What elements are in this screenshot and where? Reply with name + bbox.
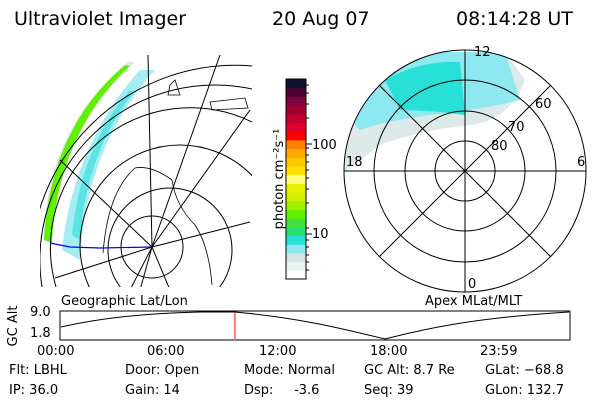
colorbar-segment — [286, 244, 306, 254]
glat-label: GLat: −68.8 — [485, 363, 564, 378]
lat-label-80: 80 — [491, 139, 508, 154]
colorbar — [286, 79, 306, 280]
colorbar-segment — [286, 174, 306, 184]
timeline-y-label: GC Alt — [6, 305, 21, 347]
colorbar-segment — [286, 235, 306, 245]
date-label: 20 Aug 07 — [272, 8, 370, 30]
seq-label: Seq: 39 — [364, 383, 414, 398]
mlt-label-12: 12 — [474, 45, 491, 60]
colorbar-segment — [286, 79, 306, 89]
colorbar-segment — [286, 200, 306, 210]
colorbar-segment — [286, 218, 306, 228]
aurora-haze — [44, 62, 135, 240]
colorbar-segment — [286, 139, 306, 150]
gc-altitude-curve — [60, 311, 570, 340]
apex-polar-plot — [343, 49, 587, 293]
colorbar-segment — [286, 148, 306, 158]
colorbar-segment — [286, 165, 306, 176]
australia-nz-coastline — [167, 79, 249, 111]
colorbar-segment — [286, 252, 306, 263]
colorbar-segment — [286, 96, 306, 106]
glon-label: GLon: 132.7 — [485, 383, 565, 398]
x-tick-18: 18:00 — [370, 344, 408, 359]
y-tick-1.8: 1.8 — [30, 326, 51, 341]
colorbar-segment — [286, 226, 306, 237]
terminator-line — [49, 242, 153, 249]
right-map-label: Apex MLat/MLT — [425, 294, 523, 309]
ip-label: IP: 36.0 — [9, 383, 59, 398]
colorbar-segment — [286, 157, 306, 167]
colorbar-segment — [286, 209, 306, 219]
colorbar-segment — [286, 192, 306, 202]
colorbar-segment — [286, 183, 306, 193]
x-tick-12: 12:00 — [259, 344, 297, 359]
x-tick-0: 00:00 — [37, 344, 75, 359]
lat-label-60: 60 — [535, 97, 552, 112]
colorbar-segment — [286, 261, 306, 271]
colorbar-tick-100: 100 — [312, 138, 337, 153]
filter-label: Flt: LBHL — [9, 363, 67, 378]
colorbar-segment — [286, 122, 306, 132]
mode-label: Mode: Normal — [244, 363, 335, 378]
instrument-title: Ultraviolet Imager — [14, 8, 187, 30]
colorbar-segment — [286, 270, 306, 280]
colorbar-segment — [286, 131, 306, 141]
colorbar-tick-10: 10 — [312, 227, 329, 242]
gain-label: Gain: 14 — [125, 383, 180, 398]
y-tick-9: 9.0 — [30, 305, 51, 320]
left-map-label: Geographic Lat/Lon — [61, 294, 188, 309]
mlt-label-0: 0 — [468, 277, 477, 292]
colorbar-segment — [286, 113, 306, 123]
time-label: 08:14:28 UT — [456, 8, 573, 30]
lat-label-70: 70 — [508, 120, 525, 135]
colorbar-segment — [286, 105, 306, 115]
timeline-plot — [59, 310, 571, 341]
mlt-label-18: 18 — [346, 155, 363, 170]
gc-alt-label: GC Alt: 8.7 Re — [364, 363, 455, 378]
x-tick-6: 06:00 — [147, 344, 185, 359]
door-label: Door: Open — [125, 363, 200, 378]
x-tick-end: 23:59 — [480, 344, 518, 359]
antarctica-coastline — [102, 167, 213, 286]
colorbar-segment — [286, 87, 306, 97]
aurora-mid — [385, 61, 465, 115]
dsp-label: Dsp: -3.6 — [244, 383, 320, 398]
mlt-label-6: 6 — [577, 155, 586, 170]
colorbar-unit-label: photon cm⁻²s⁻¹ — [272, 128, 287, 230]
aurora-mid — [72, 90, 134, 240]
lat-lon-grid — [40, 55, 252, 287]
